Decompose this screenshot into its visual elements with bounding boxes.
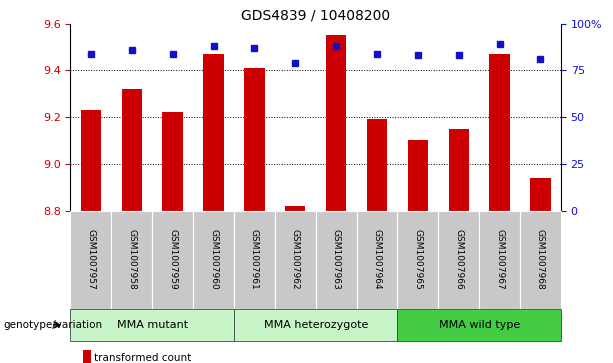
Bar: [489, 54, 510, 211]
Bar: [81, 110, 101, 211]
Text: genotype/variation: genotype/variation: [3, 320, 102, 330]
Bar: [193, 211, 234, 309]
Text: GSM1007965: GSM1007965: [413, 229, 422, 290]
Bar: [70, 309, 234, 341]
Bar: [357, 211, 397, 309]
Bar: [367, 119, 387, 211]
Text: MMA wild type: MMA wild type: [438, 320, 520, 330]
Text: GSM1007959: GSM1007959: [168, 229, 177, 290]
Text: MMA heterozygote: MMA heterozygote: [264, 320, 368, 330]
Text: GSM1007964: GSM1007964: [373, 229, 381, 290]
Bar: [112, 211, 152, 309]
Bar: [275, 211, 316, 309]
Bar: [234, 211, 275, 309]
Bar: [234, 309, 397, 341]
Bar: [152, 211, 193, 309]
Bar: [162, 113, 183, 211]
Text: GSM1007962: GSM1007962: [291, 229, 300, 290]
Text: GSM1007960: GSM1007960: [209, 229, 218, 290]
Bar: [244, 68, 265, 211]
Bar: [479, 211, 520, 309]
Bar: [397, 309, 561, 341]
Text: GSM1007961: GSM1007961: [250, 229, 259, 290]
Bar: [520, 211, 561, 309]
Bar: [326, 35, 346, 211]
Text: GSM1007968: GSM1007968: [536, 229, 545, 290]
Text: GSM1007966: GSM1007966: [454, 229, 463, 290]
Text: transformed count: transformed count: [94, 352, 191, 363]
Bar: [204, 54, 224, 211]
Text: MMA mutant: MMA mutant: [116, 320, 188, 330]
Bar: [449, 129, 469, 211]
Bar: [397, 211, 438, 309]
Bar: [121, 89, 142, 211]
Bar: [316, 211, 357, 309]
Bar: [408, 140, 428, 211]
Text: GSM1007958: GSM1007958: [128, 229, 136, 290]
Text: GSM1007963: GSM1007963: [332, 229, 341, 290]
Bar: [285, 206, 305, 211]
Title: GDS4839 / 10408200: GDS4839 / 10408200: [241, 8, 390, 23]
Text: GSM1007957: GSM1007957: [86, 229, 96, 290]
Bar: [70, 211, 112, 309]
Bar: [438, 211, 479, 309]
Bar: [530, 178, 550, 211]
Text: GSM1007967: GSM1007967: [495, 229, 504, 290]
